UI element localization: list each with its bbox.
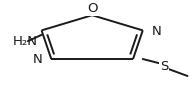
Text: N: N	[152, 25, 161, 38]
Text: O: O	[87, 2, 97, 15]
Text: S: S	[160, 60, 168, 73]
Text: N: N	[33, 53, 43, 66]
Text: H₂N: H₂N	[12, 35, 37, 48]
